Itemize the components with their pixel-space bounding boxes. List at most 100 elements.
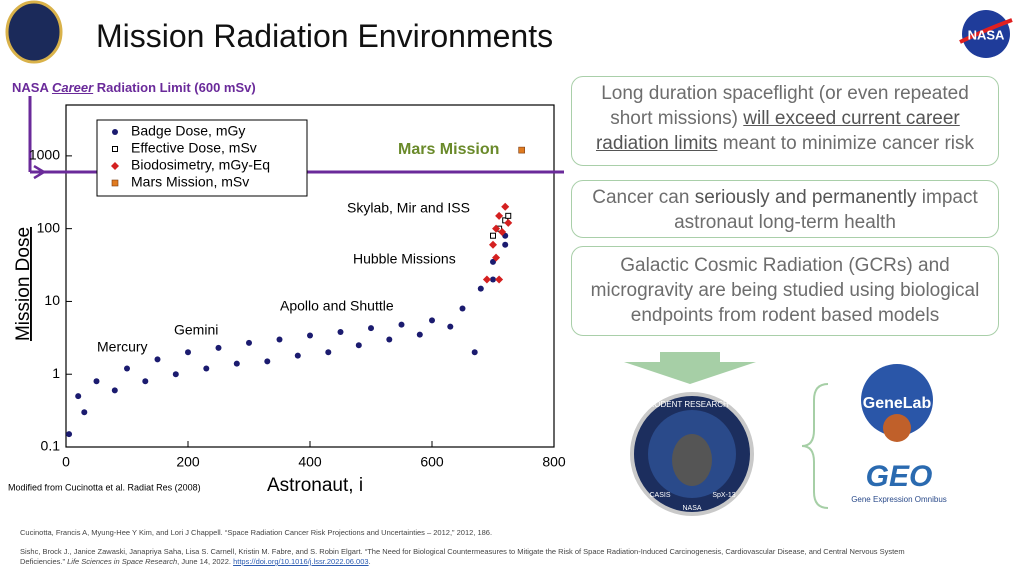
brace [801, 383, 829, 509]
x-tick-label: 400 [298, 454, 322, 470]
nasa-text: NASA [968, 27, 1005, 42]
box-text-emph: seriously and permanently [694, 187, 917, 208]
y-tick-label: 0.1 [41, 438, 61, 454]
annotation: Mars Mission [398, 141, 499, 158]
point [429, 317, 435, 324]
text-box: Cancer can seriously and permanently imp… [571, 180, 999, 238]
point [93, 378, 100, 385]
point [111, 387, 118, 394]
point [66, 431, 73, 438]
point [307, 332, 313, 339]
annotation: Gemini [174, 322, 218, 338]
slide-title: Mission Radiation Environments [96, 18, 554, 54]
point [355, 342, 362, 349]
box-text: meant to minimize cancer risk [717, 133, 974, 154]
point [504, 218, 513, 227]
annotation: Hubble Missions [353, 251, 456, 267]
y-tick-label: 1000 [29, 147, 60, 163]
rodent [672, 434, 712, 486]
ref-journal: Life Sciences in Space Research [67, 557, 178, 566]
nasa-logo [962, 10, 1010, 58]
point [490, 232, 496, 239]
patch-text: RODENT RESEARCH 6 [649, 400, 737, 409]
point [482, 275, 491, 284]
x-tick-label: 0 [62, 454, 70, 470]
point [492, 253, 501, 262]
legend-label: Mars Mission, mSv [131, 174, 249, 190]
nasa-swoosh [959, 18, 1013, 44]
point [111, 179, 119, 187]
x-tick-label: 200 [176, 454, 200, 470]
point [154, 356, 161, 363]
point [337, 329, 344, 336]
point [112, 146, 118, 152]
legend [96, 119, 308, 197]
limit-arrow [33, 164, 47, 180]
point [447, 323, 454, 330]
patch-text: NASA [682, 505, 701, 512]
reference: Cucinotta, Francis A, Myung-Hee Y Kim, a… [20, 528, 920, 538]
geo-text: GEO [866, 460, 933, 493]
x-tick-label: 600 [420, 454, 444, 470]
point [495, 211, 504, 220]
point [495, 275, 504, 284]
y-tick-label: 1 [52, 365, 60, 381]
point [75, 393, 82, 400]
point [459, 305, 466, 312]
point [172, 371, 179, 378]
ref-link[interactable]: https://doi.org/10.1016/j.lssr.2022.06.0… [233, 557, 369, 566]
geo-subtext: Gene Expression Omnibus [851, 495, 947, 504]
legend-label: Effective Dose, mSv [131, 140, 257, 156]
genelab-logo [861, 364, 933, 436]
ref-text: . [368, 557, 371, 566]
x-axis-label: Astronaut, i [267, 475, 363, 496]
annotation: Apollo and Shuttle [280, 298, 394, 314]
point [246, 339, 252, 346]
patch-text: CASIS [649, 492, 670, 499]
limit-label-part: Career [51, 80, 94, 95]
annotation: Mercury [97, 339, 148, 355]
legend-label: Biodosimetry, mGy-Eq [131, 157, 270, 173]
point [264, 358, 271, 365]
point [398, 321, 405, 328]
point [518, 146, 525, 154]
genelab-mars [883, 414, 911, 442]
point [471, 349, 478, 356]
point [215, 344, 222, 351]
down-arrow [624, 352, 756, 384]
point [501, 202, 510, 211]
box-text: Cancer can [592, 187, 695, 208]
point [124, 365, 130, 372]
point [490, 258, 496, 265]
legend-label: Badge Dose, mGy [131, 123, 245, 139]
genelab-text: GeneLab [863, 395, 932, 412]
point [112, 129, 118, 135]
box-text: Galactic Cosmic Radiation (GCRs) and mic… [590, 255, 980, 326]
ref-text: Cucinotta, Francis A, Myung-Hee Y Kim, a… [20, 528, 493, 537]
text-box: Galactic Cosmic Radiation (GCRs) and mic… [571, 246, 999, 336]
point [505, 212, 512, 219]
ref-text: , June 14, 2022. [177, 557, 234, 566]
ref-text: Sishc, Brock J., Janice Zawaski, Janapri… [20, 547, 905, 566]
annotation: Skylab, Mir and ISS [347, 200, 470, 216]
point [477, 285, 484, 292]
patch-logo [5, 0, 63, 64]
limit-label: NASA Career Radiation Limit (600 mSv) [12, 80, 256, 95]
box-text-emph: will exceed current career radiation lim… [595, 108, 960, 154]
source-note: Modified from Cucinotta et al. Radiat Re… [8, 482, 201, 492]
y-tick-label: 10 [44, 292, 60, 308]
point [233, 360, 240, 367]
limit-label-part: NASA [12, 80, 52, 95]
point [490, 276, 496, 283]
point [492, 224, 501, 233]
y-tick-label: 100 [37, 219, 61, 235]
point [111, 162, 119, 170]
point [489, 240, 497, 249]
box-text: impact astronaut long-term health [674, 187, 978, 233]
point [386, 336, 393, 343]
point [502, 241, 509, 248]
point [81, 409, 88, 416]
point [276, 336, 283, 343]
